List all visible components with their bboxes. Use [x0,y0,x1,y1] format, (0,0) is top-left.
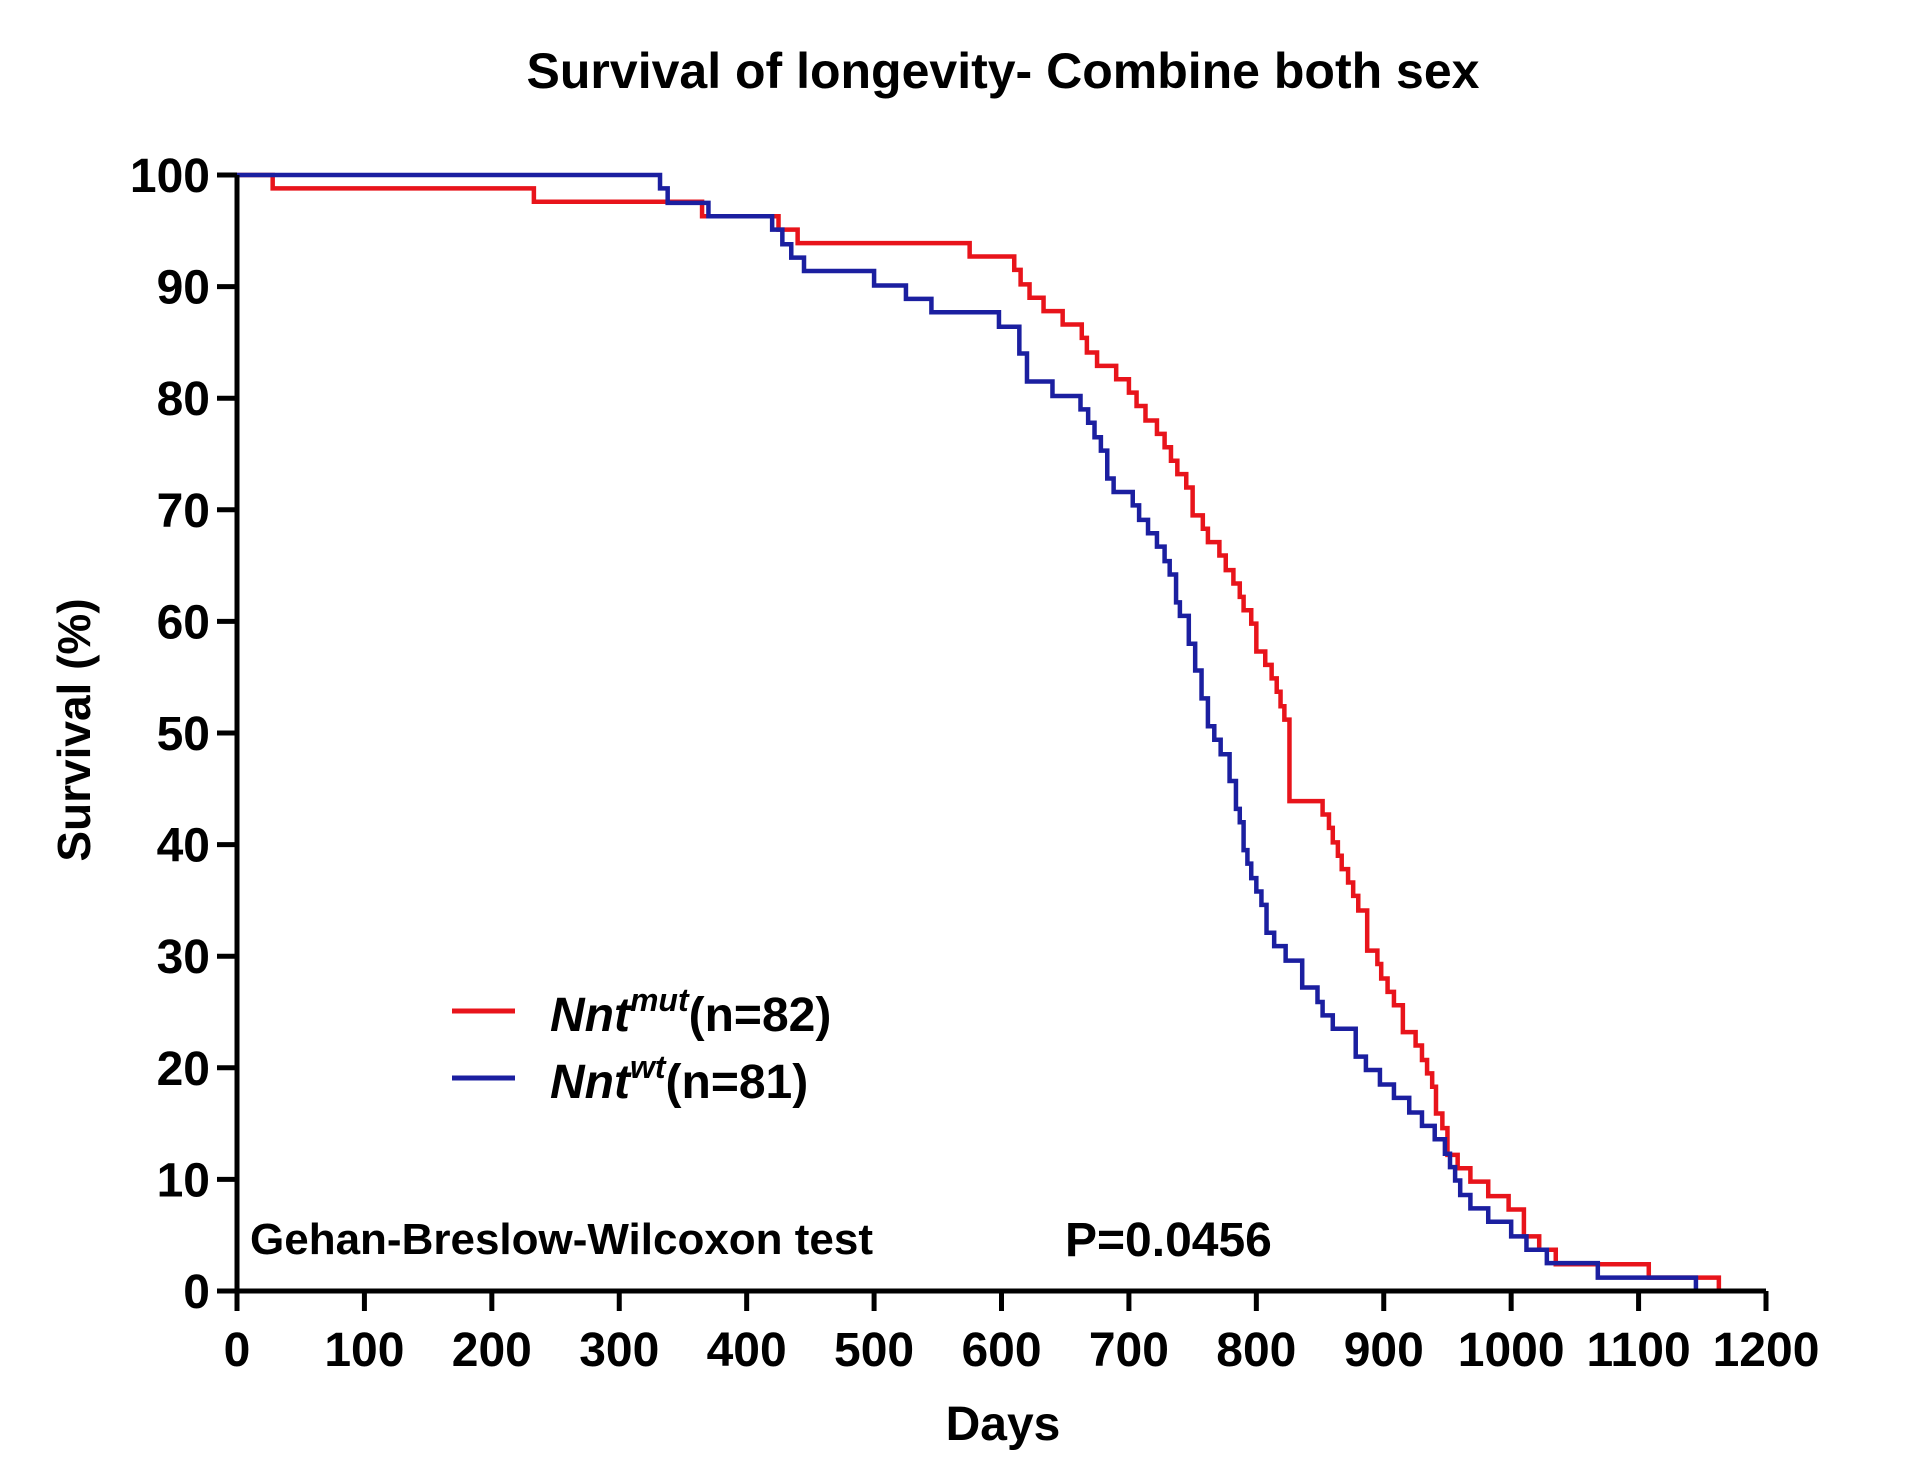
legend-sup-wt: wt [630,1049,667,1085]
legend: Nntmut(n=82) Nntwt(n=81) [452,982,831,1109]
legend-label-mut: Nntmut(n=82) [550,982,831,1042]
y-tick-label: 0 [183,1266,210,1319]
y-tick-label: 60 [157,596,210,649]
x-tick-label: 600 [961,1324,1041,1377]
legend-sup-mut: mut [630,982,690,1018]
x-tick-label: 0 [224,1324,251,1377]
y-tick-label: 70 [157,485,210,538]
x-tick-label: 900 [1344,1324,1424,1377]
y-axis-ticks: 0 10 20 30 40 50 60 70 80 90 100 [130,150,237,1319]
plot-area: 0 10 20 30 40 50 60 70 80 90 100 0 100 200 300 400 500 6… [130,150,1819,1377]
survival-curves [237,172,1722,1294]
survival-curve-wt [237,172,1700,1294]
x-tick-label: 100 [324,1324,404,1377]
x-tick-label: 700 [1089,1324,1169,1377]
legend-name-wt: Nnt [550,1056,632,1109]
y-tick-label: 50 [157,708,210,761]
legend-label-wt: Nntwt(n=81) [550,1049,808,1109]
statistical-test-label: Gehan-Breslow-Wilcoxon test [250,1215,873,1264]
y-tick-label: 80 [157,373,210,426]
legend-item-wt: Nntwt(n=81) [452,1049,808,1109]
x-tick-label: 1000 [1458,1324,1565,1377]
y-tick-label: 90 [157,262,210,315]
chart-title: Survival of longevity- Combine both sex [527,43,1480,99]
p-value-label: P=0.0456 [1065,1214,1272,1267]
survival-curve-mut [237,172,1722,1291]
legend-item-mut: Nntmut(n=82) [452,982,831,1042]
legend-n-mut: (n=82) [689,989,832,1042]
x-tick-label: 300 [579,1324,659,1377]
x-axis-label: Days [946,1398,1061,1451]
y-axis-label: Survival (%) [48,598,100,861]
legend-n-wt: (n=81) [666,1056,809,1109]
legend-name-mut: Nnt [550,989,632,1042]
x-tick-label: 200 [452,1324,532,1377]
x-tick-label: 1100 [1587,1324,1691,1377]
y-tick-label: 40 [157,820,210,873]
x-tick-label: 400 [707,1324,787,1377]
y-tick-label: 10 [157,1154,210,1207]
x-tick-label: 1200 [1713,1324,1820,1377]
x-axis-ticks: 0 100 200 300 400 500 600 700 800 900 1000 1100 1200 [224,1291,1820,1377]
y-tick-label: 30 [157,931,210,984]
x-tick-label: 500 [834,1324,914,1377]
y-tick-label: 100 [130,150,210,203]
y-tick-label: 20 [157,1043,210,1096]
x-tick-label: 800 [1216,1324,1296,1377]
